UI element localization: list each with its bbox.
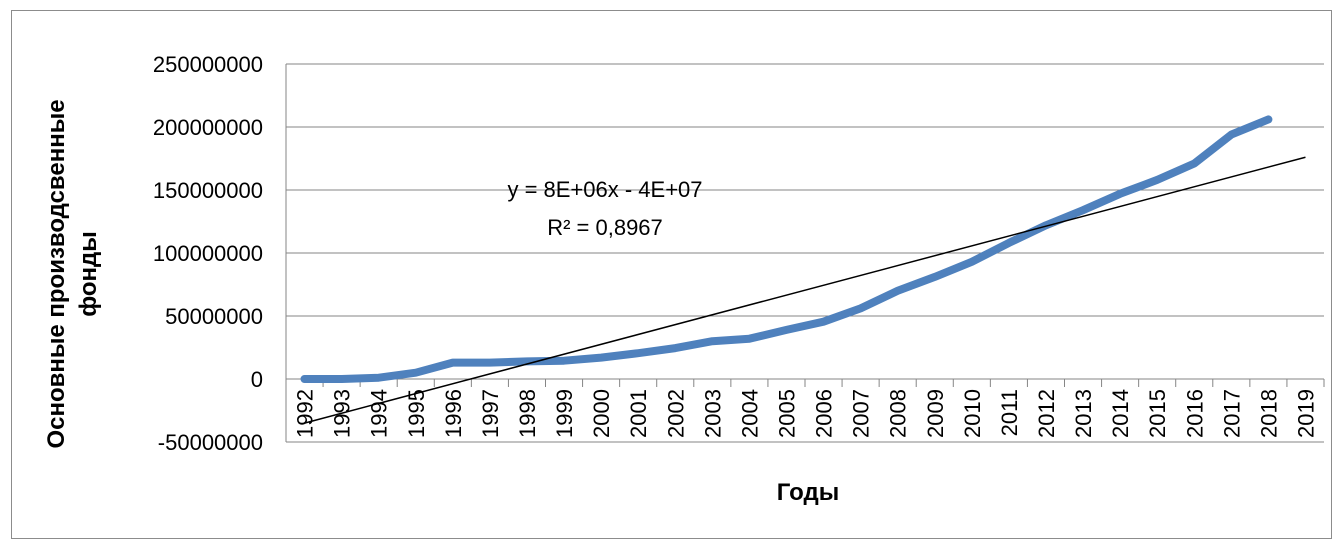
data-point <box>304 378 305 380</box>
data-point <box>786 329 787 331</box>
x-tick-label: 1999 <box>552 389 577 438</box>
x-tick-label: 2000 <box>589 389 614 438</box>
y-axis-ticks: 250000000 200000000 150000000 100000000 5000… <box>153 52 263 455</box>
data-point <box>860 307 862 309</box>
x-tick-label: 2006 <box>812 389 837 438</box>
data-point <box>1193 163 1195 164</box>
data-point <box>1267 118 1269 120</box>
data-point <box>823 321 824 323</box>
x-tick-label: 1996 <box>441 389 466 438</box>
data-point <box>452 362 454 364</box>
series-line-0 <box>300 115 1273 383</box>
x-tick-label: 1994 <box>367 389 392 438</box>
y-axis-title-line2: фонды <box>75 231 102 317</box>
y-tick-label: 250000000 <box>153 52 263 77</box>
y-tick-label: 0 <box>251 367 263 392</box>
y-tick-label: 50000000 <box>165 304 263 329</box>
x-tick-label: 2011 <box>997 389 1022 436</box>
data-point <box>674 347 676 349</box>
x-tick-label: 2017 <box>1219 389 1244 438</box>
data-point <box>1156 179 1158 181</box>
y-tick-label: 200000000 <box>153 115 263 140</box>
data-point <box>1230 134 1232 136</box>
x-tick-label: 2001 <box>626 389 651 438</box>
x-tick-label: 2005 <box>774 389 799 438</box>
data-point <box>934 276 936 278</box>
x-tick-label: 2012 <box>1034 389 1059 438</box>
data-point <box>489 362 491 364</box>
data-point <box>711 340 713 342</box>
trendline-layer <box>304 156 1306 424</box>
data-point <box>600 357 602 359</box>
x-tick-label: 2015 <box>1145 389 1170 438</box>
x-tick-label: 2002 <box>663 389 688 438</box>
x-tick-label: 2010 <box>960 389 985 438</box>
x-tick-label: 2008 <box>886 389 911 438</box>
chart-frame <box>11 10 1332 539</box>
x-tick-label: 2009 <box>923 389 948 438</box>
x-axis-title: Годы <box>777 479 839 506</box>
x-tick-label: 2003 <box>700 389 725 438</box>
x-tick-label: 2013 <box>1071 389 1096 438</box>
y-axis-title-line1: Основные производсвенные <box>43 99 70 448</box>
data-point <box>526 360 528 362</box>
x-tick-label: 1995 <box>404 389 429 438</box>
series-layer <box>300 115 1273 383</box>
x-tick-label: 2018 <box>1256 389 1281 438</box>
trendline-equation: y = 8E+06x - 4E+07 <box>507 177 702 202</box>
x-axis-ticks: 1992199319941995199619971998199920002001… <box>285 379 1325 438</box>
y-tick-label: 150000000 <box>153 178 263 203</box>
data-point <box>748 338 750 340</box>
trendline <box>304 156 1306 424</box>
data-point <box>897 290 899 292</box>
data-point <box>1119 193 1121 195</box>
trendline-r2: R² = 0,8967 <box>547 215 663 240</box>
data-point <box>971 261 973 263</box>
x-tick-label: 1998 <box>515 389 540 438</box>
x-tick-label: 1997 <box>478 389 503 438</box>
y-tick-label: 100000000 <box>153 241 263 266</box>
x-tick-label: 2016 <box>1182 389 1207 438</box>
x-tick-label: 2014 <box>1108 389 1133 438</box>
data-point <box>1008 242 1010 244</box>
data-point <box>1082 209 1084 211</box>
data-point <box>563 360 565 362</box>
data-point <box>637 352 639 354</box>
x-tick-label: 2007 <box>849 389 874 438</box>
x-tick-label: 2004 <box>737 389 762 438</box>
data-point <box>415 372 417 374</box>
data-point <box>341 378 343 380</box>
x-tick-label: 1992 <box>293 389 318 438</box>
y-tick-label: -50000000 <box>158 430 263 455</box>
data-point <box>378 377 380 379</box>
x-tick-label: 2019 <box>1293 389 1318 438</box>
